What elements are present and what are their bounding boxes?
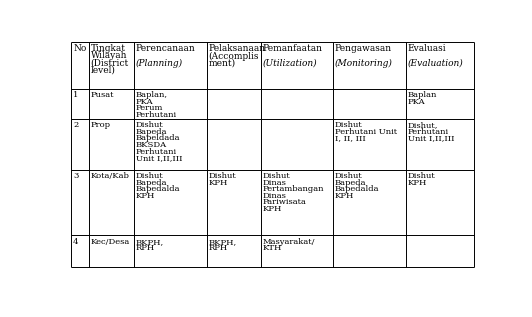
Text: KPH: KPH (335, 192, 354, 200)
Text: Pemanfaatan: Pemanfaatan (262, 44, 322, 53)
Text: Dishut: Dishut (408, 172, 435, 180)
Text: (Planning): (Planning) (136, 59, 182, 68)
Text: Dishut: Dishut (335, 121, 363, 129)
Text: PKA: PKA (408, 98, 425, 106)
Text: KPH: KPH (262, 205, 282, 213)
Text: Baplan: Baplan (408, 91, 437, 99)
Text: Evaluasi: Evaluasi (408, 44, 446, 53)
Text: Perencanaan: Perencanaan (136, 44, 195, 53)
Text: Bapeda: Bapeda (136, 128, 167, 136)
Text: level): level) (90, 66, 115, 75)
Text: Dishut: Dishut (335, 172, 363, 180)
Text: Dishut: Dishut (136, 172, 163, 180)
Text: Dishut: Dishut (262, 172, 290, 180)
Text: Dinas: Dinas (262, 178, 286, 187)
Text: Unit I,II,III: Unit I,II,III (408, 134, 454, 142)
Text: BKPH,: BKPH, (136, 238, 164, 246)
Text: Kota/Kab: Kota/Kab (90, 172, 129, 180)
Text: Bapeda: Bapeda (335, 178, 367, 187)
Text: KPH: KPH (208, 178, 228, 187)
Text: Tingkat: Tingkat (90, 44, 126, 53)
Text: Dishut: Dishut (136, 121, 163, 129)
Text: RPH: RPH (136, 244, 155, 252)
Text: Unit I,II,III: Unit I,II,III (136, 154, 182, 162)
Text: (Evaluation): (Evaluation) (408, 59, 463, 68)
Text: KTH: KTH (262, 244, 282, 252)
Text: BKSDA: BKSDA (136, 141, 167, 149)
Text: Perum: Perum (136, 105, 163, 113)
Text: Masyarakat/: Masyarakat/ (262, 238, 315, 246)
Text: (Utilization): (Utilization) (262, 59, 317, 68)
Text: (District: (District (90, 59, 129, 68)
Text: Pusat: Pusat (90, 91, 114, 99)
Text: (Accomplis: (Accomplis (208, 51, 259, 61)
Text: BKPH,: BKPH, (208, 238, 236, 246)
Text: 1: 1 (73, 91, 79, 99)
Text: Perhutani: Perhutani (408, 128, 448, 136)
Text: ment): ment) (208, 59, 235, 68)
Text: (Monitoring): (Monitoring) (335, 59, 393, 68)
Text: Dishut: Dishut (208, 172, 236, 180)
Text: Wilayah: Wilayah (90, 51, 127, 61)
Text: Kec/Desa: Kec/Desa (90, 238, 130, 246)
Text: KPH: KPH (408, 178, 427, 187)
Text: Perhutani: Perhutani (136, 148, 177, 156)
Text: Pelaksanaan: Pelaksanaan (208, 44, 265, 53)
Text: Pengawasan: Pengawasan (335, 44, 392, 53)
Text: Dinas: Dinas (262, 192, 286, 200)
Text: RPH: RPH (208, 244, 227, 252)
Text: Prop: Prop (90, 121, 111, 129)
Text: I, II, III: I, II, III (335, 134, 365, 142)
Text: 4: 4 (73, 238, 79, 246)
Text: PKA: PKA (136, 98, 153, 106)
Text: Bapeda: Bapeda (136, 178, 167, 187)
Text: Pertambangan: Pertambangan (262, 185, 324, 193)
Text: Perhutani Unit: Perhutani Unit (335, 128, 397, 136)
Text: 3: 3 (73, 172, 79, 180)
Text: Dishut,: Dishut, (408, 121, 438, 129)
Text: No: No (73, 44, 87, 53)
Text: 2: 2 (73, 121, 78, 129)
Text: Pariwisata: Pariwisata (262, 198, 306, 206)
Text: Bapedalda: Bapedalda (136, 185, 180, 193)
Text: Baplan,: Baplan, (136, 91, 168, 99)
Text: Bapeldada: Bapeldada (136, 134, 180, 142)
Text: Perhutani: Perhutani (136, 111, 177, 119)
Text: KPH: KPH (136, 192, 155, 200)
Text: Bapedalda: Bapedalda (335, 185, 379, 193)
